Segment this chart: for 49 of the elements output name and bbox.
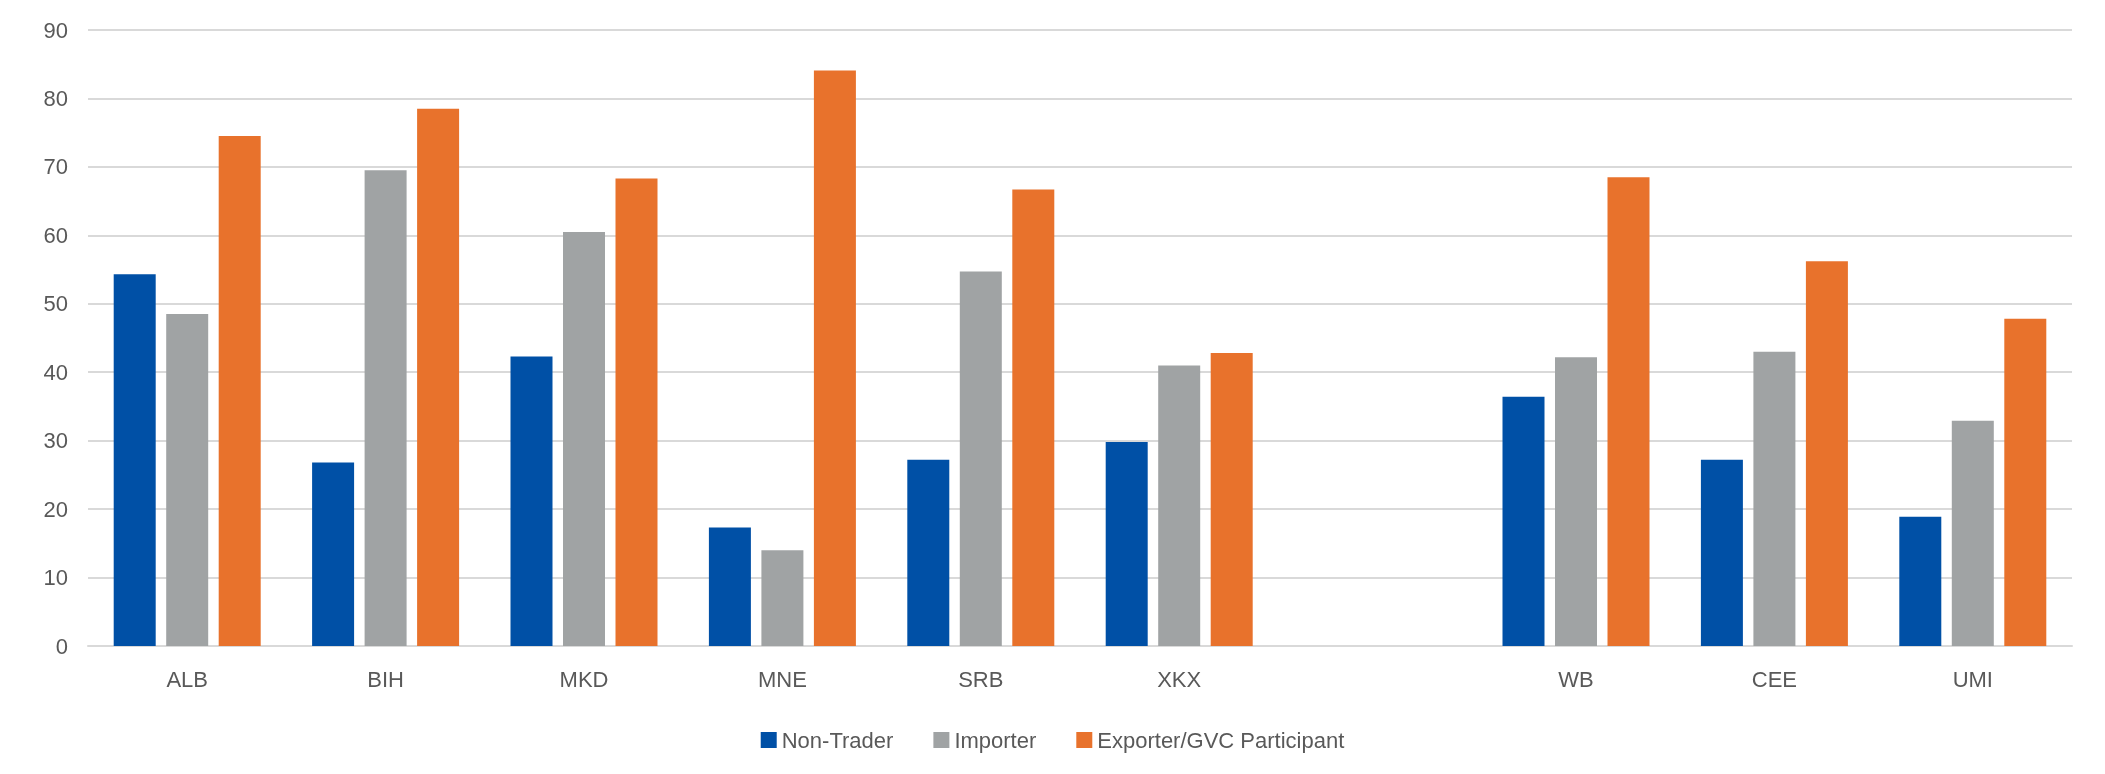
bar (1951, 420, 1994, 646)
bar (1753, 351, 1796, 646)
bar (1158, 365, 1201, 646)
legend-label: Non-Trader (781, 727, 894, 753)
bar (113, 274, 156, 646)
bar (708, 527, 751, 646)
y-tick-label: 60 (43, 222, 68, 248)
bar (1105, 442, 1148, 646)
bar (761, 550, 804, 646)
x-tick-label: MKD (559, 666, 609, 692)
legend-label: Exporter/GVC Participant (1097, 727, 1345, 753)
y-tick-label: 80 (43, 85, 68, 111)
bar (312, 462, 355, 646)
y-tick-label: 30 (43, 428, 68, 454)
legend-label: Importer (954, 727, 1037, 753)
bar (1502, 396, 1545, 646)
bar (1607, 177, 1650, 646)
x-tick-label: XKX (1157, 666, 1202, 692)
bar (166, 314, 209, 646)
bar (813, 70, 856, 646)
x-tick-label: CEE (1751, 666, 1798, 692)
bar (1700, 459, 1743, 646)
bar (2004, 318, 2047, 646)
bar (364, 170, 407, 646)
x-tick-label: BIH (367, 666, 404, 692)
y-tick-label: 40 (43, 359, 68, 385)
bar (907, 459, 950, 646)
bar (1555, 357, 1597, 646)
bar (1210, 353, 1253, 646)
bar (417, 108, 460, 646)
x-tick-label: SRB (958, 666, 1004, 692)
bar (510, 356, 553, 646)
bar (563, 231, 605, 646)
bar (1012, 189, 1055, 646)
bar (218, 136, 261, 646)
bar (615, 178, 658, 646)
y-tick-label: 0 (55, 633, 68, 659)
y-tick-label: 70 (43, 154, 68, 180)
bar (1805, 261, 1848, 646)
y-tick-label: 90 (43, 17, 68, 43)
x-tick-label: WB (1558, 666, 1594, 692)
y-tick-label: 50 (43, 291, 68, 317)
x-tick-label: ALB (166, 666, 208, 692)
bar (959, 271, 1002, 646)
x-tick-label: UMI (1952, 666, 1993, 692)
x-tick-label: MNE (757, 666, 807, 692)
bar (1899, 516, 1942, 646)
y-tick-label: 10 (43, 565, 68, 591)
y-tick-label: 20 (43, 496, 68, 522)
